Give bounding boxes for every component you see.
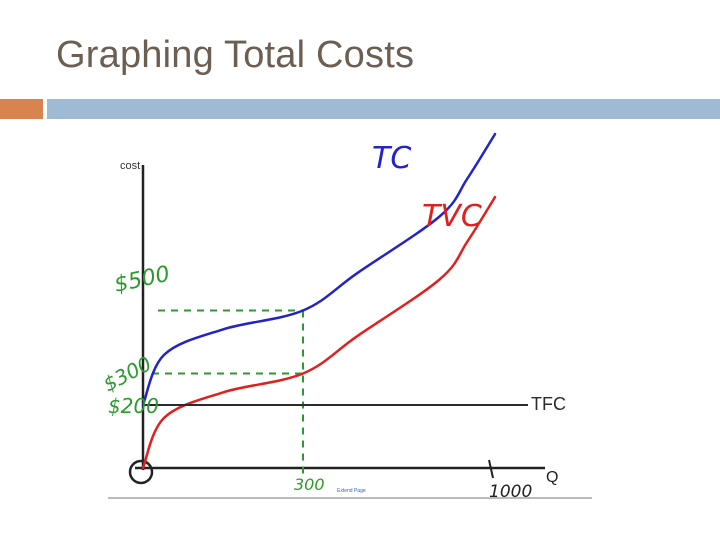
series-label-tfc: TFC — [531, 394, 566, 414]
x-axis-label: Q — [546, 469, 558, 486]
title-bar-accent — [0, 99, 43, 119]
y-axis-label: cost — [120, 160, 140, 172]
cost-curves — [141, 132, 528, 470]
title-bar — [47, 99, 720, 119]
y-tick-label-500: $500 — [112, 262, 172, 298]
guide-lines — [152, 309, 304, 478]
series-label-tc: TC — [372, 141, 411, 176]
x-tick-label-1000: 1000 — [489, 482, 532, 502]
footnote: Extend Page — [337, 488, 366, 494]
x-tick-label-300: 300 — [294, 475, 325, 494]
series-line-tvc — [141, 195, 497, 470]
series-label-tvc: TVC — [422, 199, 482, 234]
series-line-tc — [141, 132, 497, 407]
slide-title: Graphing Total Costs — [56, 34, 415, 76]
y-tick-label-200: $200 — [108, 394, 159, 418]
x-tick-1000-mark — [488, 459, 494, 479]
origin-marker — [128, 459, 154, 485]
